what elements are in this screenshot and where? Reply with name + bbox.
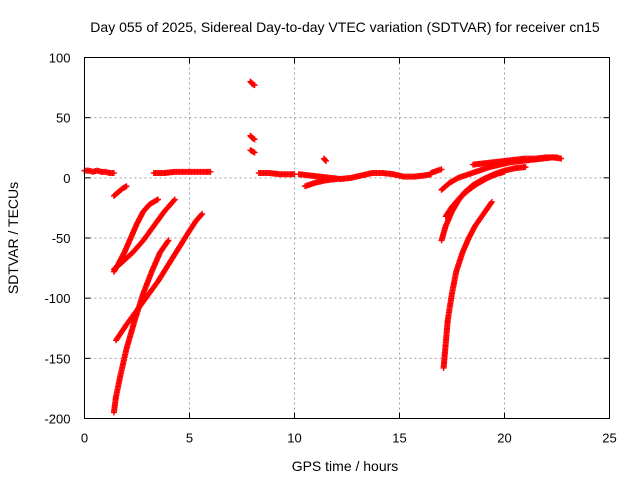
y-tick-label: -100 xyxy=(44,291,70,306)
x-tick-label: 0 xyxy=(81,431,88,446)
series-arc-11 xyxy=(255,170,298,178)
data-point xyxy=(558,155,565,162)
y-axis-title: SDTVAR / TECUs xyxy=(5,182,21,294)
series-arc-14 xyxy=(320,155,329,164)
data-point xyxy=(251,136,258,143)
data-point xyxy=(501,168,508,175)
y-tick-label: 0 xyxy=(63,171,70,186)
series-arc-10 xyxy=(247,147,258,156)
plot-frame xyxy=(84,57,610,419)
data-point xyxy=(164,238,171,245)
x-tick-label: 10 xyxy=(287,431,301,446)
data-point xyxy=(488,198,495,205)
series-arc-2 xyxy=(110,183,130,199)
data-point xyxy=(251,149,258,156)
y-tick-label: -50 xyxy=(52,231,71,246)
data-point xyxy=(199,210,206,217)
data-point xyxy=(323,157,329,164)
x-tick-label: 5 xyxy=(186,431,193,446)
series-arc-7 xyxy=(150,168,214,177)
x-tick-label: 15 xyxy=(392,431,406,446)
y-tick-label: -150 xyxy=(44,351,70,366)
x-tick-label: 25 xyxy=(602,431,616,446)
series-arc-1 xyxy=(81,167,117,177)
data-points xyxy=(81,78,565,416)
data-point xyxy=(110,170,117,177)
x-tick-labels: 0 5 10 15 20 25 xyxy=(81,431,617,446)
grid-lines xyxy=(84,57,610,419)
series-arc-20 xyxy=(440,198,495,371)
data-point xyxy=(198,211,205,218)
chart-title: Day 055 of 2025, Sidereal Day-to-day VTE… xyxy=(90,19,600,35)
data-point xyxy=(333,176,340,183)
data-point xyxy=(522,164,529,171)
series-arc-9 xyxy=(247,132,258,143)
y-tick-label: 50 xyxy=(56,111,70,126)
data-point xyxy=(207,168,214,175)
series-arc-15 xyxy=(428,166,445,177)
y-tick-label: -200 xyxy=(44,412,70,427)
data-point xyxy=(170,197,177,204)
series-arc-5 xyxy=(113,210,206,344)
data-point xyxy=(123,183,130,190)
data-point xyxy=(165,237,172,244)
series-arc-6 xyxy=(110,237,172,416)
data-point xyxy=(438,166,445,173)
series-arc-4 xyxy=(110,196,178,273)
data-point xyxy=(155,196,161,203)
series-arc-17 xyxy=(470,154,560,168)
data-point xyxy=(554,154,560,161)
data-point xyxy=(251,82,258,89)
x-tick-label: 20 xyxy=(497,431,511,446)
y-tick-label: 100 xyxy=(49,51,71,66)
x-axis-title: GPS time / hours xyxy=(292,458,399,474)
data-point xyxy=(171,196,178,203)
series-arc-3 xyxy=(110,196,161,275)
series-arc-13 xyxy=(302,176,340,190)
series-arc-8 xyxy=(247,78,258,89)
y-tick-labels: -200 -150 -100 -50 0 50 100 xyxy=(44,51,70,427)
data-point xyxy=(488,200,495,207)
series-arc-19 xyxy=(442,168,508,220)
